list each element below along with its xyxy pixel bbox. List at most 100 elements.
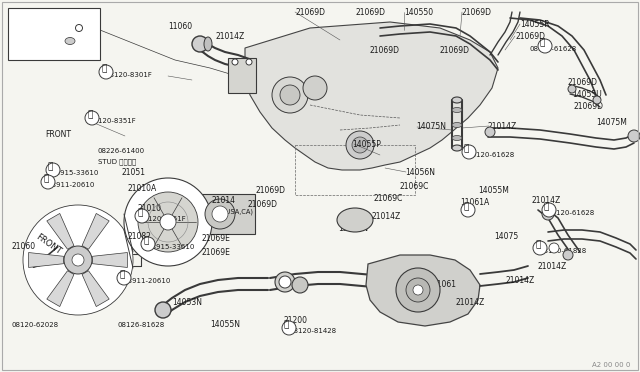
- Text: USA,CAN: USA,CAN: [12, 13, 50, 22]
- Text: 21014Z: 21014Z: [538, 262, 567, 271]
- Circle shape: [155, 302, 171, 318]
- Text: 08126-81628: 08126-81628: [118, 322, 165, 328]
- Text: 21010A: 21010A: [128, 184, 157, 193]
- Circle shape: [568, 85, 576, 93]
- Circle shape: [41, 175, 55, 189]
- Text: Ⓝ: Ⓝ: [43, 174, 49, 183]
- Circle shape: [275, 272, 295, 292]
- Text: Ⓑ: Ⓑ: [284, 320, 289, 329]
- Text: 14055N: 14055N: [210, 320, 240, 329]
- Text: 21069D: 21069D: [248, 200, 278, 209]
- Ellipse shape: [452, 145, 462, 151]
- Text: FRONT: FRONT: [34, 232, 62, 256]
- Polygon shape: [47, 214, 74, 249]
- Text: 13049N: 13049N: [338, 224, 368, 233]
- Bar: [8, 8, 100, 60]
- Circle shape: [533, 241, 547, 255]
- Text: 21069C: 21069C: [373, 194, 403, 203]
- Circle shape: [280, 85, 300, 105]
- Text: 11061: 11061: [432, 280, 456, 289]
- Circle shape: [99, 65, 113, 79]
- Text: 08915-33610: 08915-33610: [52, 170, 99, 176]
- Text: 08915-33610: 08915-33610: [148, 244, 195, 250]
- Text: 08120-8351F: 08120-8351F: [140, 216, 187, 222]
- Text: Ⓑ: Ⓑ: [87, 110, 92, 119]
- Text: 21069D: 21069D: [515, 32, 545, 41]
- Circle shape: [160, 214, 176, 230]
- Text: 08120-61628: 08120-61628: [548, 210, 595, 216]
- Text: Ⓑ: Ⓑ: [101, 64, 106, 73]
- Polygon shape: [82, 271, 109, 307]
- Ellipse shape: [337, 208, 373, 232]
- Text: 21014Z: 21014Z: [506, 276, 535, 285]
- Circle shape: [205, 199, 235, 229]
- Text: 08911-20610: 08911-20610: [48, 182, 95, 188]
- Circle shape: [85, 111, 99, 125]
- Text: 22630F: 22630F: [22, 30, 51, 39]
- Circle shape: [67, 38, 73, 44]
- Text: 08120-8351F: 08120-8351F: [90, 118, 137, 124]
- Circle shape: [232, 59, 238, 65]
- Text: 21200: 21200: [284, 316, 308, 325]
- Circle shape: [542, 203, 556, 217]
- Text: 21069E: 21069E: [202, 234, 231, 243]
- Circle shape: [549, 243, 559, 253]
- Circle shape: [272, 77, 308, 113]
- Text: 21069D: 21069D: [568, 78, 598, 87]
- Text: 21014Z: 21014Z: [488, 122, 517, 131]
- Ellipse shape: [452, 108, 462, 112]
- Text: 22630: 22630: [22, 42, 46, 51]
- Text: FRONT: FRONT: [45, 130, 71, 139]
- Circle shape: [138, 192, 198, 252]
- Text: 21069C: 21069C: [400, 182, 429, 191]
- Text: (USA,CA): (USA,CA): [223, 208, 253, 215]
- Text: 21069D: 21069D: [356, 8, 386, 17]
- Text: 08120-61628: 08120-61628: [530, 46, 577, 52]
- Circle shape: [346, 131, 374, 159]
- Text: 21069D: 21069D: [255, 186, 285, 195]
- Text: 21014Z: 21014Z: [532, 196, 561, 205]
- Ellipse shape: [204, 37, 212, 51]
- Text: 21014Z: 21014Z: [215, 32, 244, 41]
- Text: 21014Z: 21014Z: [455, 298, 484, 307]
- Text: 22630F: 22630F: [22, 25, 51, 34]
- Polygon shape: [47, 271, 74, 307]
- Text: USA,CAN: USA,CAN: [15, 18, 53, 27]
- Text: 21051: 21051: [122, 168, 146, 177]
- Text: 21069D: 21069D: [440, 46, 470, 55]
- Circle shape: [538, 39, 552, 53]
- Text: 14055U: 14055U: [572, 90, 602, 99]
- Circle shape: [462, 145, 476, 159]
- Circle shape: [72, 254, 84, 266]
- Circle shape: [352, 137, 368, 153]
- Circle shape: [135, 209, 149, 223]
- Circle shape: [593, 96, 601, 104]
- Text: 14055P: 14055P: [352, 140, 381, 149]
- Bar: [190, 194, 255, 234]
- Text: 22630: 22630: [22, 38, 46, 47]
- Text: Ⓑ: Ⓑ: [463, 202, 468, 211]
- Circle shape: [117, 271, 131, 285]
- Ellipse shape: [65, 38, 75, 45]
- Text: Ⓑ: Ⓑ: [544, 202, 549, 211]
- Circle shape: [461, 203, 475, 217]
- Ellipse shape: [452, 135, 462, 141]
- Circle shape: [192, 36, 208, 52]
- Polygon shape: [366, 255, 480, 326]
- Text: Ⓝ: Ⓝ: [119, 270, 124, 279]
- Text: Ⓑ: Ⓑ: [464, 144, 469, 153]
- Text: 21069D: 21069D: [462, 8, 492, 17]
- Circle shape: [141, 237, 155, 251]
- Text: 14075: 14075: [494, 232, 518, 241]
- Text: 08120-62028: 08120-62028: [12, 322, 59, 328]
- Polygon shape: [29, 253, 63, 267]
- Circle shape: [542, 208, 554, 220]
- Text: A2 00 00 0: A2 00 00 0: [591, 362, 630, 368]
- Text: 21060: 21060: [12, 242, 36, 251]
- Text: 21069E: 21069E: [202, 248, 231, 257]
- Text: 14075N: 14075N: [416, 122, 446, 131]
- Text: 21082: 21082: [128, 232, 152, 241]
- Text: 14055M: 14055M: [478, 186, 509, 195]
- Text: 140550: 140550: [404, 8, 433, 17]
- Text: 11061A: 11061A: [460, 198, 489, 207]
